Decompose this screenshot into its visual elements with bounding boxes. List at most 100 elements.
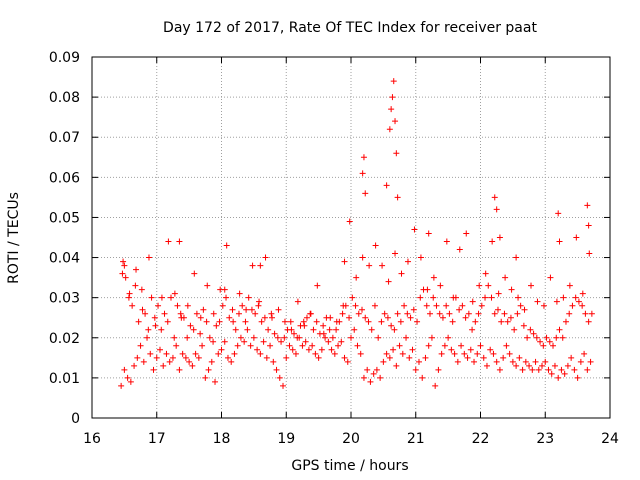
data-point <box>393 150 400 157</box>
data-point <box>232 326 239 333</box>
data-point <box>550 342 557 349</box>
data-point <box>487 346 494 353</box>
data-point <box>503 342 510 349</box>
data-point <box>187 322 194 329</box>
data-point <box>459 302 466 309</box>
data-point <box>425 342 432 349</box>
x-tick-label: 21 <box>407 431 425 447</box>
data-point <box>562 318 569 325</box>
data-point <box>360 374 367 381</box>
data-point <box>435 366 442 373</box>
data-point <box>158 326 165 333</box>
data-point <box>215 350 222 357</box>
data-point <box>396 342 403 349</box>
data-point <box>496 234 503 241</box>
data-point <box>390 78 397 85</box>
data-point <box>237 334 244 341</box>
data-point <box>498 318 505 325</box>
data-point <box>142 310 149 317</box>
y-tick-label: 0.07 <box>49 130 80 146</box>
data-point <box>585 318 592 325</box>
data-point <box>346 314 353 321</box>
data-point <box>380 358 387 365</box>
data-point <box>186 358 193 365</box>
data-point <box>262 254 269 261</box>
data-point <box>586 250 593 257</box>
data-point <box>529 366 536 373</box>
data-point <box>555 210 562 217</box>
data-point <box>247 342 254 349</box>
data-point <box>254 346 261 353</box>
data-point <box>268 310 275 317</box>
data-point <box>556 238 563 245</box>
data-point <box>169 354 176 361</box>
data-point <box>153 354 160 361</box>
data-point <box>462 314 469 321</box>
data-point <box>579 290 586 297</box>
data-point <box>121 366 128 373</box>
data-point <box>160 362 167 369</box>
data-point <box>393 362 400 369</box>
data-point <box>273 366 280 373</box>
data-point <box>234 342 241 349</box>
data-point <box>449 318 456 325</box>
data-point <box>348 334 354 341</box>
data-point <box>451 350 458 357</box>
data-point <box>171 334 178 341</box>
data-point <box>148 294 155 301</box>
data-point <box>140 358 147 365</box>
data-point <box>226 314 233 321</box>
data-point <box>528 282 535 289</box>
data-point <box>539 362 546 369</box>
data-point <box>496 366 503 373</box>
data-point <box>203 318 210 325</box>
data-point <box>221 338 228 345</box>
data-point <box>359 170 366 177</box>
data-point <box>515 294 522 301</box>
data-point <box>138 286 145 293</box>
data-point <box>478 302 485 309</box>
data-point <box>372 242 379 249</box>
data-point <box>527 326 534 333</box>
data-point <box>522 358 529 365</box>
data-point <box>206 334 213 341</box>
data-point <box>566 282 573 289</box>
data-point <box>144 334 151 341</box>
y-tick-label: 0.09 <box>49 50 80 66</box>
data-point <box>475 310 482 317</box>
data-point <box>574 374 581 381</box>
y-tick-label: 0 <box>71 411 80 427</box>
data-point <box>281 318 288 325</box>
data-point <box>404 310 411 317</box>
data-point <box>489 238 496 245</box>
data-point <box>161 310 168 317</box>
data-point <box>333 326 340 333</box>
data-point <box>275 306 282 313</box>
data-point <box>197 314 204 321</box>
data-point <box>344 358 351 365</box>
data-point <box>129 302 136 309</box>
data-point <box>564 362 571 369</box>
data-point-layer <box>118 78 595 389</box>
data-point <box>301 322 308 329</box>
data-point <box>213 322 220 329</box>
data-point <box>231 350 238 357</box>
data-point <box>325 338 332 345</box>
data-point <box>359 254 366 261</box>
data-point <box>274 334 281 341</box>
data-point <box>579 302 586 309</box>
data-point <box>454 358 461 365</box>
data-point <box>365 318 372 325</box>
data-point <box>270 358 277 365</box>
y-tick-label: 0.03 <box>49 291 80 307</box>
data-point <box>540 302 547 309</box>
data-point <box>223 294 230 301</box>
data-point <box>448 346 455 353</box>
data-point <box>150 366 157 373</box>
data-point <box>145 254 152 261</box>
y-tick-label: 0.02 <box>49 331 80 347</box>
data-point <box>417 254 424 261</box>
data-point <box>436 310 443 317</box>
data-point <box>533 334 540 341</box>
data-point <box>151 314 158 321</box>
